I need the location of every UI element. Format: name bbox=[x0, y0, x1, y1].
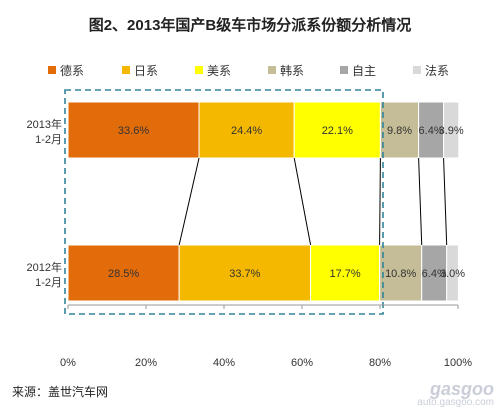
legend-swatch-3 bbox=[268, 66, 276, 74]
connector-line-0 bbox=[178, 157, 200, 246]
chart-title: 图2、2013年国产B级车市场分派系份额分析情况 bbox=[88, 17, 412, 34]
data-label-1-2: 17.7% bbox=[329, 268, 360, 280]
connector-line-4 bbox=[443, 157, 448, 246]
data-label-0-4: 6.4% bbox=[419, 125, 444, 137]
legend-label-5: 法系 bbox=[425, 64, 449, 78]
data-label-1-0: 28.5% bbox=[108, 268, 139, 280]
data-label-0-5: 3.9% bbox=[439, 125, 464, 137]
bar-segment-1-2 bbox=[310, 244, 381, 302]
legend-swatch-2 bbox=[195, 66, 203, 74]
watermark-url: auto.gasgoo.com bbox=[417, 397, 494, 408]
data-label-0-2: 22.1% bbox=[322, 125, 353, 137]
category-label-0-1: 1-2月 bbox=[35, 134, 62, 146]
bar-segment-1-0 bbox=[67, 244, 180, 302]
x-tick-label-2: 40% bbox=[213, 357, 235, 369]
legend-label-2: 美系 bbox=[207, 64, 231, 78]
legend-label-0: 德系 bbox=[60, 63, 84, 78]
bar-segment-1-1 bbox=[178, 244, 312, 302]
connector-line-2 bbox=[379, 157, 381, 246]
connector-line-1 bbox=[293, 157, 312, 246]
legend-swatch-5 bbox=[413, 66, 421, 74]
category-label-1-1: 1-2月 bbox=[35, 277, 62, 289]
category-label-0-0: 2013年 bbox=[27, 117, 62, 131]
highlight-box bbox=[64, 89, 384, 315]
source-note: 来源：盖世汽车网 bbox=[12, 385, 109, 399]
watermark-logo: gasgoo bbox=[429, 379, 494, 399]
legend-label-3: 韩系 bbox=[280, 63, 304, 78]
data-label-0-1: 24.4% bbox=[231, 125, 262, 137]
data-label-1-4: 6.4% bbox=[422, 268, 447, 280]
x-tick-label-1: 20% bbox=[135, 357, 157, 369]
data-label-1-1: 33.7% bbox=[229, 268, 260, 280]
legend-swatch-4 bbox=[340, 66, 348, 74]
bar-segment-0-5 bbox=[443, 101, 460, 159]
connector-line-3 bbox=[418, 157, 423, 246]
legend-label-1: 日系 bbox=[134, 64, 158, 78]
x-tick-label-4: 80% bbox=[369, 357, 391, 369]
legend-swatch-0 bbox=[48, 66, 56, 74]
legend-swatch-1 bbox=[122, 66, 130, 74]
x-tick-label-5: 100% bbox=[444, 357, 472, 369]
data-label-1-5: 3.0% bbox=[440, 268, 465, 280]
x-tick-label-0: 0% bbox=[60, 357, 76, 369]
bar-segment-1-3 bbox=[379, 244, 423, 302]
bar-segment-1-4 bbox=[421, 244, 448, 302]
bar-segment-1-5 bbox=[446, 244, 459, 302]
x-tick-label-3: 60% bbox=[291, 357, 313, 369]
data-label-0-3: 9.8% bbox=[387, 125, 412, 137]
bar-segment-0-4 bbox=[418, 101, 445, 159]
category-label-1-0: 2012年 bbox=[27, 260, 62, 274]
watermark: gasgoo auto.gasgoo.com bbox=[417, 380, 494, 408]
legend-label-4: 自主 bbox=[352, 64, 376, 78]
data-label-0-0: 33.6% bbox=[118, 125, 149, 137]
bar-segment-0-1 bbox=[198, 101, 295, 159]
data-label-1-3: 10.8% bbox=[385, 268, 416, 280]
